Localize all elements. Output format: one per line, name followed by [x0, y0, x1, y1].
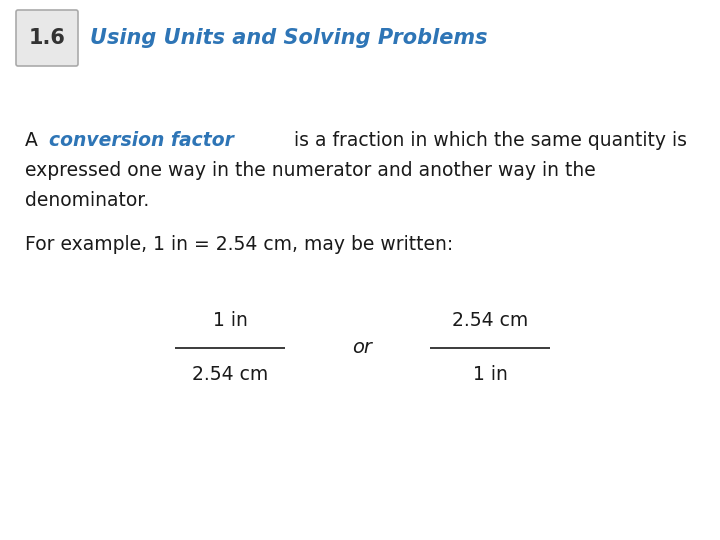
- Text: For example, 1 in = 2.54 cm, may be written:: For example, 1 in = 2.54 cm, may be writ…: [25, 235, 454, 254]
- Text: 2.54 cm: 2.54 cm: [452, 310, 528, 329]
- Text: conversion factor: conversion factor: [50, 131, 234, 150]
- Text: A: A: [25, 131, 44, 150]
- Text: 1 in: 1 in: [472, 366, 508, 384]
- Text: Using Units and Solving Problems: Using Units and Solving Problems: [90, 28, 487, 48]
- Text: 1 in: 1 in: [212, 310, 248, 329]
- Text: denominator.: denominator.: [25, 191, 149, 210]
- Text: expressed one way in the numerator and another way in the: expressed one way in the numerator and a…: [25, 160, 595, 179]
- Text: or: or: [352, 338, 372, 357]
- Text: 2.54 cm: 2.54 cm: [192, 366, 268, 384]
- FancyBboxPatch shape: [16, 10, 78, 66]
- Text: 1.6: 1.6: [29, 28, 66, 48]
- Text: is a fraction in which the same quantity is: is a fraction in which the same quantity…: [288, 131, 687, 150]
